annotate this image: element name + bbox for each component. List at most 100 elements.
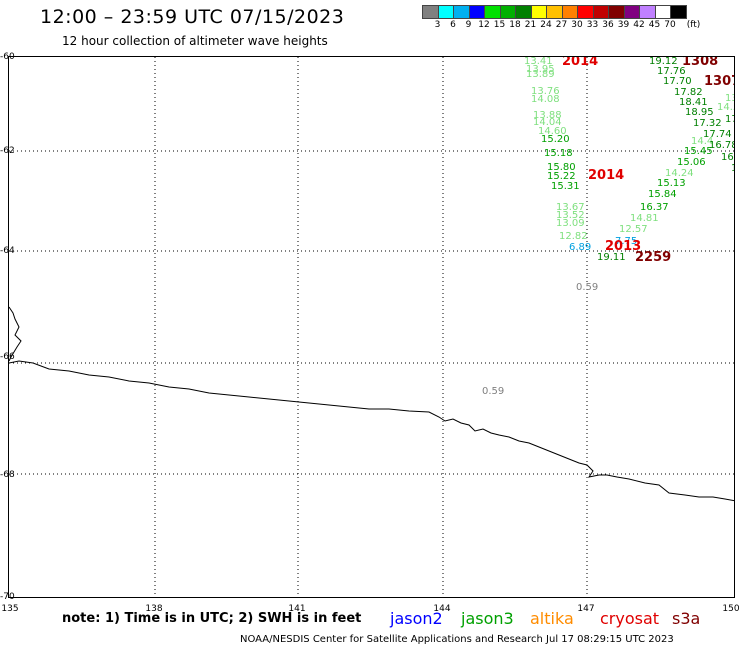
wave-height-label: 17 — [725, 114, 734, 125]
color-swatch — [437, 5, 454, 19]
longitude-label: 144 — [433, 604, 451, 614]
wave-height-label: 0.59 — [576, 282, 599, 293]
color-scale-tick: 15 — [493, 20, 506, 30]
color-scale-tick: 27 — [555, 20, 568, 30]
satellite-legend-jason3: jason3 — [461, 609, 514, 628]
color-swatch — [453, 5, 470, 19]
wave-height-label: 0.59 — [482, 386, 505, 397]
wave-height-label: 7.75 — [615, 236, 638, 247]
wave-height-label: 14.4 — [691, 136, 714, 147]
longitude-label: 138 — [145, 604, 163, 614]
chart-title: 12:00 – 23:59 UTC 07/15/2023 — [40, 6, 345, 28]
wave-height-label: 19.11 — [597, 252, 626, 263]
color-swatch — [468, 5, 485, 19]
wave-height-label: 15.13 — [657, 178, 686, 189]
latitude-label: -66 — [0, 352, 15, 362]
color-scale-tick: 3 — [434, 20, 441, 30]
wave-height-label: 16.37 — [640, 202, 669, 213]
longitude-label: 135 — [1, 604, 19, 614]
color-scale-tick: 33 — [586, 20, 599, 30]
color-scale-tick: 30 — [571, 20, 583, 30]
wave-height-label: 18.41 — [679, 97, 708, 108]
wave-height-label: 6.89 — [569, 242, 592, 253]
color-swatch — [623, 5, 640, 19]
pass-time-label: 1308 — [682, 56, 719, 69]
wave-height-label: 13.88 — [533, 110, 562, 121]
color-swatch — [422, 5, 439, 19]
wave-height-label: 15.22 — [547, 171, 576, 182]
wave-height-label: 17 — [731, 164, 734, 174]
wave-height-label: 14.60 — [538, 126, 567, 137]
color-scale-tick: 9 — [465, 20, 472, 30]
wave-height-label: 17.32 — [693, 118, 722, 129]
latitude-label: -64 — [0, 246, 15, 256]
color-swatch — [530, 5, 547, 19]
color-swatch — [546, 5, 563, 19]
color-scale-tick: 42 — [633, 20, 645, 30]
pass-time-label: 2014 — [562, 56, 599, 69]
pass-time-label: 2259 — [635, 250, 672, 265]
antarctic-coastline — [9, 306, 734, 502]
footer-credit: NOAA/NESDIS Center for Satellite Applica… — [240, 634, 674, 645]
map-panel[interactable]: 13.41 13.95 13.89 13.76 14.08 13.88 14.04 14.60… — [8, 56, 735, 598]
wave-height-label: 13.67 — [556, 202, 585, 213]
satellite-legend-s3a: s3a — [672, 609, 701, 628]
wave-height-label: 14.5 — [717, 102, 734, 113]
color-scale-tick: 18 — [509, 20, 521, 30]
wave-height-label: 17.74 — [703, 129, 732, 140]
latitude-label: -68 — [0, 470, 15, 480]
wave-height-label: 14.04 — [533, 117, 562, 128]
wave-height-label: 17.70 — [663, 76, 692, 87]
color-swatch — [670, 5, 687, 19]
longitude-label: 147 — [577, 604, 595, 614]
color-swatch — [484, 5, 501, 19]
satellite-legend-jason2: jason2 — [390, 609, 443, 628]
wave-height-label: 14.24 — [665, 168, 694, 179]
color-scale-tick: 24 — [540, 20, 552, 30]
wave-height-label: 13.52 — [556, 210, 585, 221]
wave-height-label: 18.95 — [685, 107, 714, 118]
graticule — [9, 57, 734, 597]
wave-height-label: 12.82 — [559, 231, 588, 242]
wave-height-label: 15.06 — [677, 157, 706, 168]
latitude-label: -60 — [0, 52, 15, 62]
color-swatch — [639, 5, 656, 19]
wave-height-label: 17.82 — [674, 87, 703, 98]
color-scale-bar — [422, 5, 687, 19]
wave-height-label: 12.57 — [619, 224, 648, 235]
wave-height-label: 15.31 — [551, 181, 580, 192]
color-swatch — [577, 5, 594, 19]
color-scale-unit: (ft) — [686, 20, 701, 30]
wave-height-label: 13.76 — [531, 86, 560, 97]
satellite-legend-cryosat: cryosat — [600, 609, 660, 628]
latitude-label: -62 — [0, 146, 15, 156]
map-grid-and-coast — [9, 57, 734, 597]
color-swatch — [654, 5, 671, 19]
wave-height-label: 14.81 — [630, 213, 659, 224]
wave-height-label: 15.20 — [541, 134, 570, 145]
latitude-label: -70 — [0, 592, 15, 602]
wave-height-label: 15.18 — [544, 148, 573, 159]
pass-time-label: 2014 — [588, 168, 625, 183]
wave-height-label: 15.80 — [547, 162, 576, 173]
wave-height-label: 13.09 — [556, 218, 585, 229]
pass-time-label: 2013 — [605, 239, 642, 254]
wave-height-label: 16.7 — [721, 152, 734, 163]
wave-height-label: 14.08 — [531, 94, 560, 105]
color-scale-tick: 21 — [524, 20, 537, 30]
color-scale-labels: 3 6 9 12 15 18 21 24 27 30 33 36 39 42 45 70 (ft) — [422, 20, 740, 34]
color-scale-tick: 6 — [450, 20, 456, 30]
color-swatch — [515, 5, 532, 19]
pass-time-label: 1307 — [704, 74, 734, 89]
color-swatch — [499, 5, 516, 19]
wave-height-label: 13.95 — [526, 64, 555, 75]
wave-height-label: 13. — [725, 93, 734, 104]
footer-note: note: 1) Time is in UTC; 2) SWH is in fe… — [62, 611, 362, 626]
wave-height-label: 13.41 — [524, 56, 553, 67]
color-scale-tick: 36 — [602, 20, 614, 30]
longitude-label: 150 — [722, 604, 740, 614]
longitude-label: 141 — [288, 604, 306, 614]
wave-height-label: 17.76 — [657, 66, 686, 77]
wave-height-label: 13.89 — [526, 69, 555, 80]
wave-height-label: 15.84 — [648, 189, 677, 200]
